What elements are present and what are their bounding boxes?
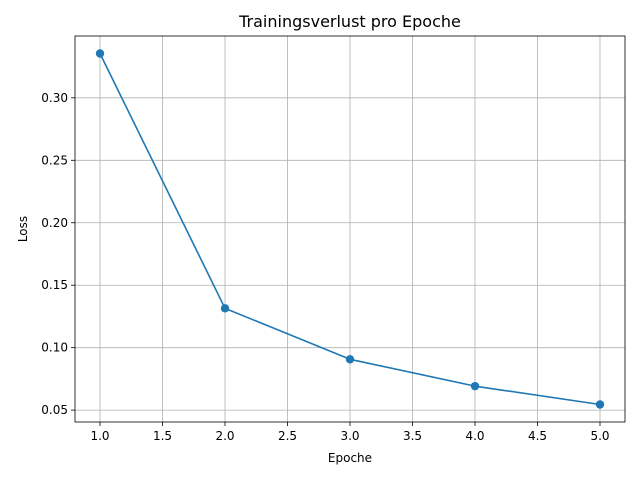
ticks-layer: 1.0 1.5 2.0 2.5 3.0 3.5 4.0 4.5 5.0 0.05 0.10 0.15 0…: [41, 91, 609, 443]
grid: [75, 36, 625, 422]
x-axis-label: Epoche: [328, 451, 372, 465]
data-point: [220, 304, 230, 313]
y-tick-label: 0.25: [41, 153, 68, 167]
x-tick-label: 4.5: [528, 429, 547, 443]
x-tick-label: 2.5: [278, 429, 297, 443]
y-tick-label: 0.20: [41, 216, 68, 230]
x-tick-label: 4.0: [465, 429, 484, 443]
x-tick-label: 1.0: [90, 429, 109, 443]
x-tick-label: 2.0: [215, 429, 234, 443]
y-tick-label: 0.05: [41, 403, 68, 417]
x-tick-label: 3.5: [403, 429, 422, 443]
x-tick-label: 1.5: [153, 429, 172, 443]
y-axis-label: Loss: [16, 216, 30, 242]
x-tick-label: 3.0: [340, 429, 359, 443]
y-tick-label: 0.10: [41, 341, 68, 355]
data-point: [95, 49, 105, 58]
data-point: [595, 400, 605, 409]
data-point: [470, 381, 480, 391]
chart-title: Trainingsverlust pro Epoche: [238, 12, 461, 31]
x-tick-label: 5.0: [590, 429, 609, 443]
y-tick-label: 0.15: [41, 278, 68, 292]
series-layer: [95, 49, 605, 409]
y-tick-label: 0.30: [41, 91, 68, 105]
data-point: [345, 355, 355, 364]
